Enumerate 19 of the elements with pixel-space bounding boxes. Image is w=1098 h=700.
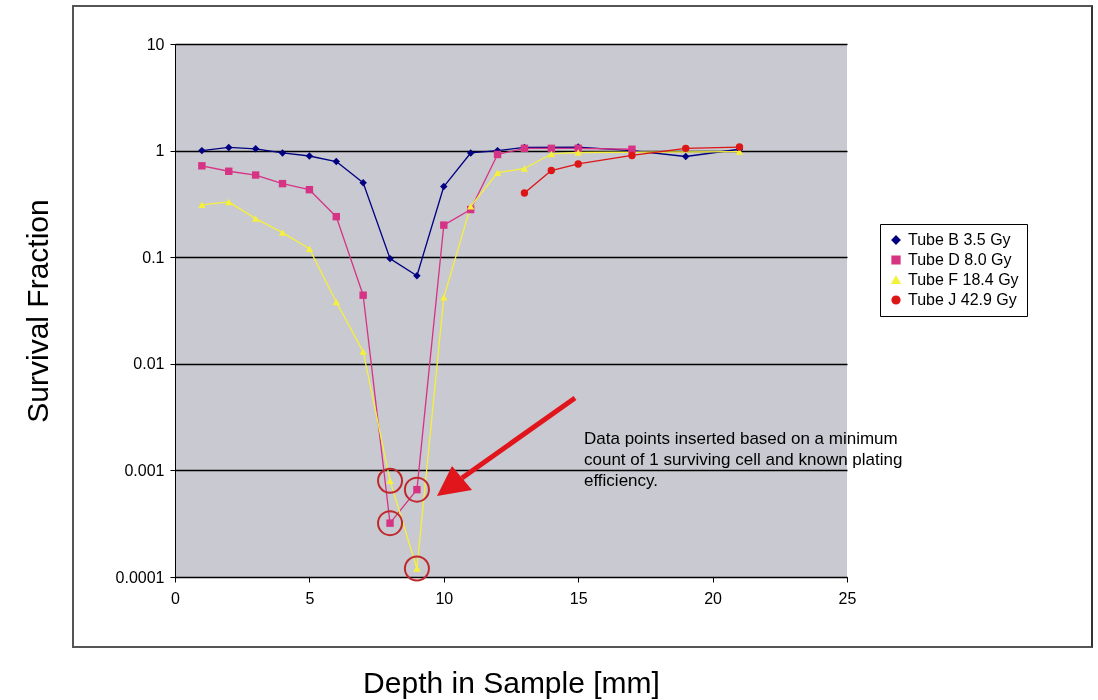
y-tick-label: 1 [155,142,165,160]
x-tick-label: 15 [569,589,588,607]
y-tick-label: 0.0001 [115,568,165,586]
x-axis-title: Depth in Sample [mm] [363,665,660,699]
x-tick-label: 25 [838,589,857,607]
y-tick-label: 0.1 [142,248,165,266]
legend-label: Tube F 18.4 Gy [908,271,1019,288]
y-tick-label: 10 [146,35,165,53]
legend-label: Tube B 3.5 Gy [908,231,1011,248]
y-axis-title: Survival Fraction [20,199,54,423]
y-tick-label: 0.01 [133,355,165,373]
x-tick-label: 5 [305,589,315,607]
x-tick-label: 10 [435,589,454,607]
legend-label: Tube J 42.9 Gy [908,291,1017,308]
y-tick-label: 0.001 [124,461,165,479]
x-tick-label: 20 [704,589,723,607]
legend-label: Tube D 8.0 Gy [908,251,1012,268]
x-tick-label: 0 [171,589,181,607]
annotation: Data points inserted based on a minimum count of 1 surviving cell and known plating efficiency. [584,428,904,491]
